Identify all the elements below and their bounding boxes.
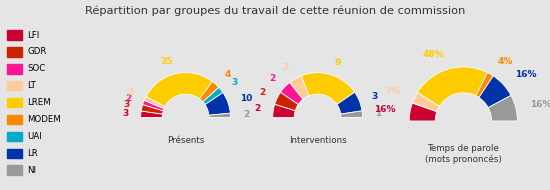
Bar bbox=[7, 98, 22, 107]
Bar bbox=[7, 30, 22, 40]
Wedge shape bbox=[142, 100, 164, 111]
Wedge shape bbox=[209, 113, 230, 118]
Wedge shape bbox=[203, 87, 223, 105]
Text: 7%: 7% bbox=[386, 87, 401, 96]
Bar bbox=[7, 132, 22, 141]
Text: LFI: LFI bbox=[28, 31, 40, 40]
Text: 2: 2 bbox=[128, 89, 134, 97]
Wedge shape bbox=[476, 73, 493, 97]
Text: 2: 2 bbox=[270, 74, 276, 83]
Text: Présents: Présents bbox=[167, 136, 204, 145]
Wedge shape bbox=[337, 92, 362, 114]
Text: UAI: UAI bbox=[28, 132, 42, 141]
Text: MODEM: MODEM bbox=[28, 115, 61, 124]
Wedge shape bbox=[200, 82, 219, 102]
Text: 16%: 16% bbox=[531, 100, 550, 109]
Wedge shape bbox=[301, 73, 355, 104]
Wedge shape bbox=[409, 103, 437, 121]
Text: LT: LT bbox=[28, 81, 36, 90]
Text: GDR: GDR bbox=[28, 48, 47, 56]
Wedge shape bbox=[417, 67, 487, 106]
Text: 1: 1 bbox=[375, 109, 381, 118]
Text: Temps de parole
(mots prononcés): Temps de parole (mots prononcés) bbox=[425, 144, 502, 164]
Text: Répartition par groupes du travail de cette réunion de commission: Répartition par groupes du travail de ce… bbox=[85, 6, 465, 16]
Wedge shape bbox=[146, 73, 212, 107]
Text: Interventions: Interventions bbox=[289, 136, 346, 145]
Wedge shape bbox=[274, 92, 298, 111]
Bar bbox=[7, 149, 22, 158]
Wedge shape bbox=[205, 93, 230, 115]
Wedge shape bbox=[290, 76, 309, 99]
Bar bbox=[7, 165, 22, 175]
Text: 16%: 16% bbox=[515, 70, 536, 79]
Text: 4%: 4% bbox=[498, 57, 513, 66]
Text: 3: 3 bbox=[231, 78, 237, 87]
Text: NI: NI bbox=[28, 166, 36, 175]
Text: 35: 35 bbox=[161, 57, 173, 66]
Text: 4: 4 bbox=[224, 70, 230, 79]
Text: 2: 2 bbox=[255, 105, 261, 113]
Text: 2: 2 bbox=[283, 63, 289, 72]
Wedge shape bbox=[280, 82, 303, 104]
Text: 10: 10 bbox=[240, 94, 252, 103]
Text: 3: 3 bbox=[123, 101, 130, 109]
Bar bbox=[7, 47, 22, 57]
Bar bbox=[7, 64, 22, 74]
Wedge shape bbox=[488, 95, 518, 121]
Text: 2: 2 bbox=[260, 88, 266, 97]
Wedge shape bbox=[479, 76, 511, 108]
Wedge shape bbox=[273, 104, 295, 118]
Text: 48%: 48% bbox=[423, 50, 444, 59]
Text: SOC: SOC bbox=[28, 64, 46, 73]
Text: LR: LR bbox=[28, 149, 38, 158]
Wedge shape bbox=[340, 111, 362, 118]
Wedge shape bbox=[141, 111, 162, 118]
Text: 3: 3 bbox=[122, 109, 128, 118]
Wedge shape bbox=[141, 105, 163, 114]
Text: 2: 2 bbox=[125, 94, 131, 103]
Text: 2: 2 bbox=[243, 110, 249, 119]
Wedge shape bbox=[144, 96, 165, 109]
Bar bbox=[7, 81, 22, 90]
Text: 3: 3 bbox=[371, 92, 377, 101]
Text: 16%: 16% bbox=[373, 105, 395, 114]
Text: LREM: LREM bbox=[28, 98, 51, 107]
Text: 9: 9 bbox=[334, 58, 341, 67]
Bar bbox=[7, 115, 22, 124]
Wedge shape bbox=[412, 93, 439, 112]
